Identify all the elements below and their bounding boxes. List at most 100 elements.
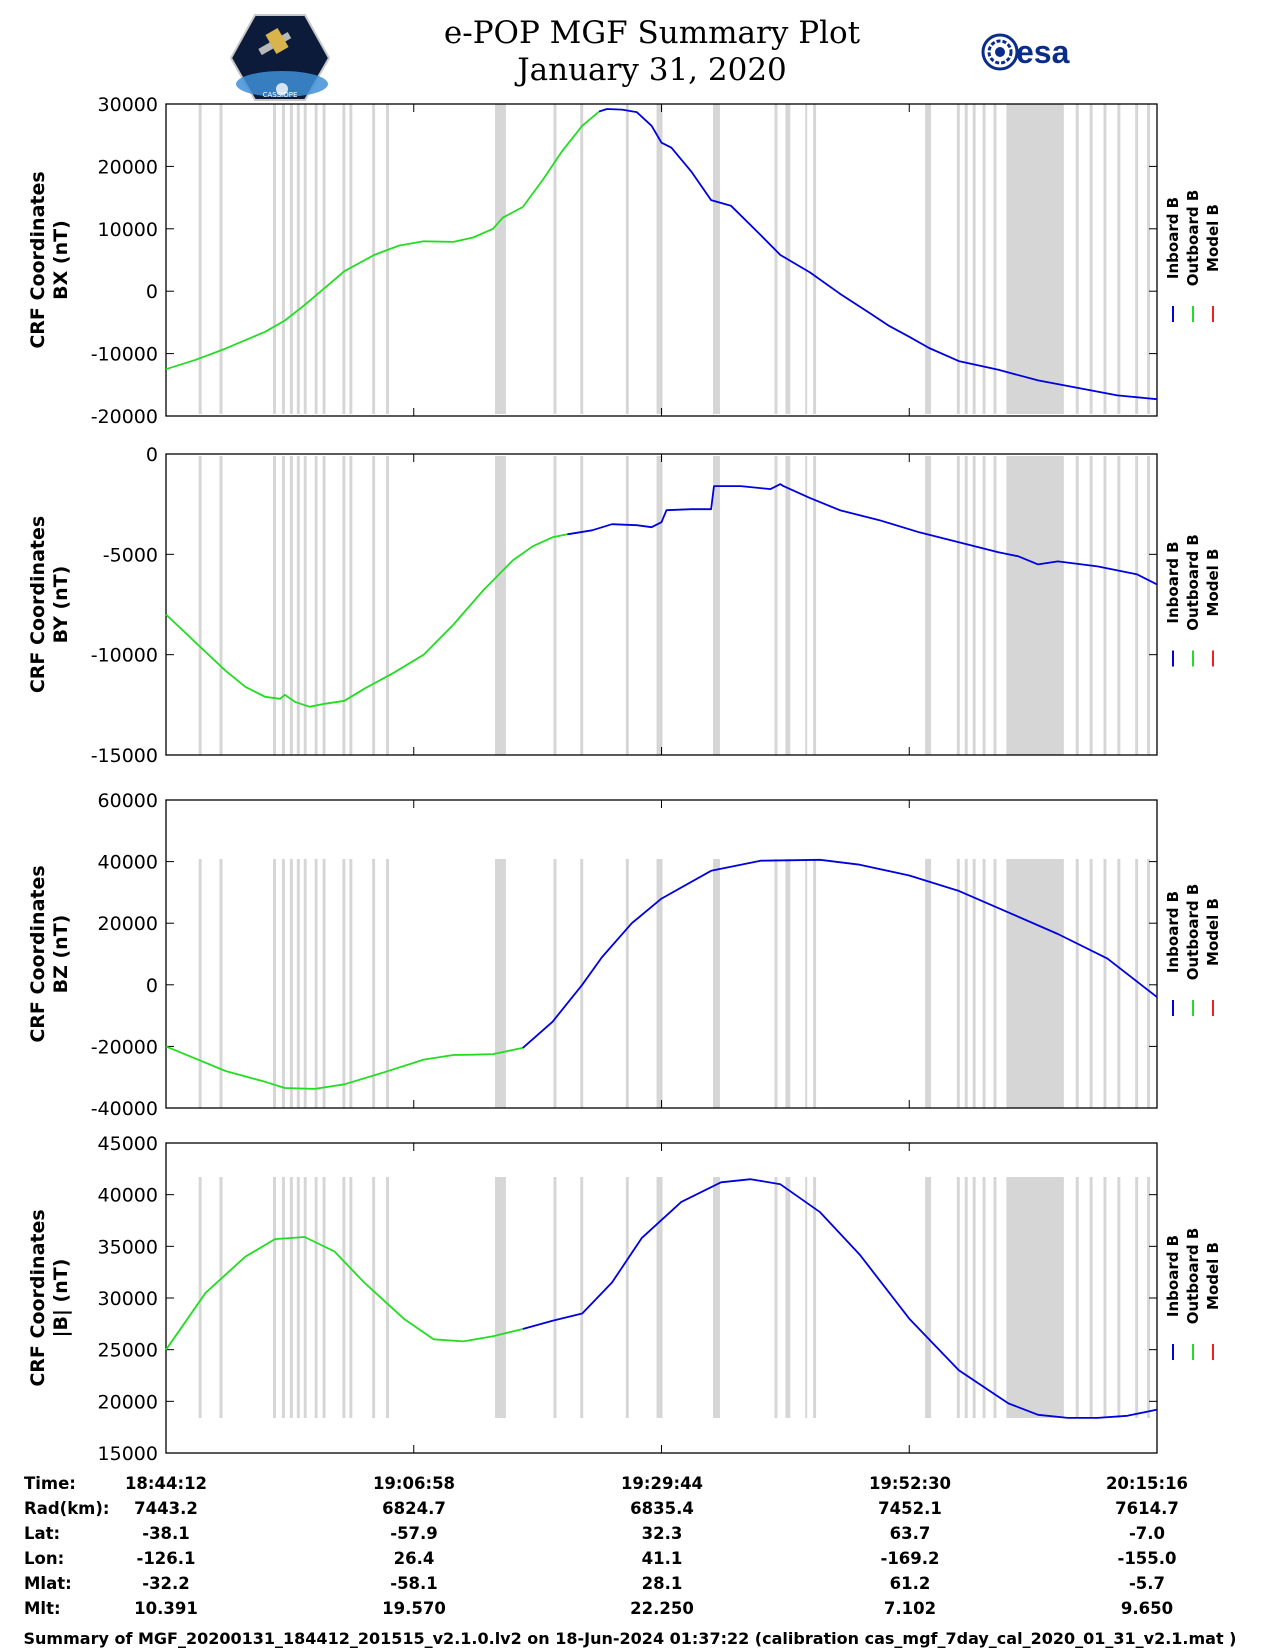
data-gap-band [656,1177,663,1418]
data-gap-band [349,1177,353,1418]
y-tick-label: -15000 [91,745,158,767]
data-gap-band [289,859,293,1108]
info-row-value: 10.391 [134,1599,198,1618]
data-gap-band [198,1177,202,1418]
data-gap-band [625,456,629,755]
data-gap-band [219,104,223,414]
data-gap-band [785,1177,791,1418]
y-axis-label: CRF Coordinates [27,516,49,693]
data-gap-band [993,1177,997,1418]
data-gap-band [1117,456,1121,755]
info-row-value: 19.570 [382,1599,446,1618]
data-gap-band [805,859,808,1108]
data-gap-band [956,456,960,755]
legend-label: Model B [1204,898,1222,966]
info-row-value: 63.7 [890,1524,931,1543]
data-gap-band [925,859,932,1108]
data-gap-band [289,456,293,755]
data-gap-band [386,1177,389,1418]
data-gap-band [1075,859,1079,1108]
data-gap-band [1117,1177,1121,1418]
info-row-value: 28.1 [642,1574,683,1593]
data-gap-band [372,456,376,755]
data-gap-band [925,1177,932,1418]
data-gap-band [1147,456,1151,755]
data-gap-band [296,104,300,414]
data-gap-band [813,1177,817,1418]
legend-label: Model B [1204,549,1222,617]
legend-label: Model B [1204,204,1222,272]
info-row-value: 7443.2 [134,1499,198,1518]
legend-label: Outboard B [1184,1228,1202,1325]
series-line-inboard-b [522,858,1158,1049]
data-gap-band [625,1177,629,1418]
data-gap-band [495,1177,503,1418]
data-gap-band [289,104,293,414]
legend-label: Outboard B [1184,884,1202,981]
legend-label: Outboard B [1184,190,1202,287]
data-gap-band [805,104,808,414]
info-row-value: -38.1 [142,1524,190,1543]
data-gap-band [322,1177,326,1418]
y-tick-label: 20000 [98,156,158,178]
data-gap-band [656,104,663,414]
data-gap-band [296,859,300,1108]
info-row-value: -155.0 [1117,1549,1176,1568]
data-gap-band [993,104,997,414]
data-gap-band [785,456,791,755]
data-gap-band [1135,104,1139,414]
data-gap-band [1103,1177,1107,1418]
esa-logo-text: esa [1016,34,1070,70]
data-gap-band [785,859,791,1108]
data-gap-band [303,1177,307,1418]
data-gap-band [495,859,503,1108]
series-line-outboard-b [165,1045,523,1090]
panel-2: -15000 -10000 -5000 0 CRF Coordinates BY (nT)… [27,444,1222,767]
legend-label: Inboard B [1164,541,1182,623]
data-gap-band [972,859,976,1108]
data-gap-band [372,1177,376,1418]
data-gap-band [1103,456,1107,755]
data-gap-band [386,859,389,1108]
figure-title: e-POP MGF Summary Plot [444,15,861,51]
y-tick-label: 30000 [98,94,158,116]
data-gap-band [273,1177,277,1418]
data-gap-band [580,1177,584,1418]
data-gap-band [656,859,663,1108]
data-gap-band [625,859,629,1108]
data-gap-band [956,1177,960,1418]
panel-4: 15000 20000 25000 30000 35000 40000 45000 CRF C… [27,1133,1222,1465]
data-gap-band [198,104,202,414]
data-gap-band [982,104,986,414]
y-axis-unit-label: BY (nT) [50,566,72,644]
data-gap-band [580,456,584,755]
data-gap-band [322,104,326,414]
data-gap-band [956,104,960,414]
data-gap-band [1075,456,1079,755]
data-gap-band [553,456,557,755]
legend-label: Inboard B [1164,197,1182,279]
data-gap-band [273,456,277,755]
data-gap-band [1117,859,1121,1108]
data-gap-band [303,104,307,414]
data-gap-band [1117,104,1121,414]
y-tick-label: 40000 [98,852,158,874]
y-tick-label: -40000 [91,1098,158,1120]
data-gap-band [281,104,285,414]
legend-label: Model B [1204,1242,1222,1310]
y-tick-label: -10000 [91,344,158,366]
data-gap-band [580,859,584,1108]
data-gap-band [273,104,277,414]
data-gap-band [1006,859,1064,1108]
y-tick-label: -10000 [91,645,158,667]
data-gap-band [1006,1177,1064,1418]
info-row-value: 7.102 [884,1599,936,1618]
info-row-label: Mlt: [24,1599,61,1618]
info-row-value: 6835.4 [630,1499,694,1518]
y-tick-label: 10000 [98,219,158,241]
y-tick-label: 0 [146,281,158,303]
y-axis-unit-label: |B| (nT) [50,1259,72,1338]
legend-label: Outboard B [1184,534,1202,631]
info-row-value: -126.1 [136,1549,195,1568]
